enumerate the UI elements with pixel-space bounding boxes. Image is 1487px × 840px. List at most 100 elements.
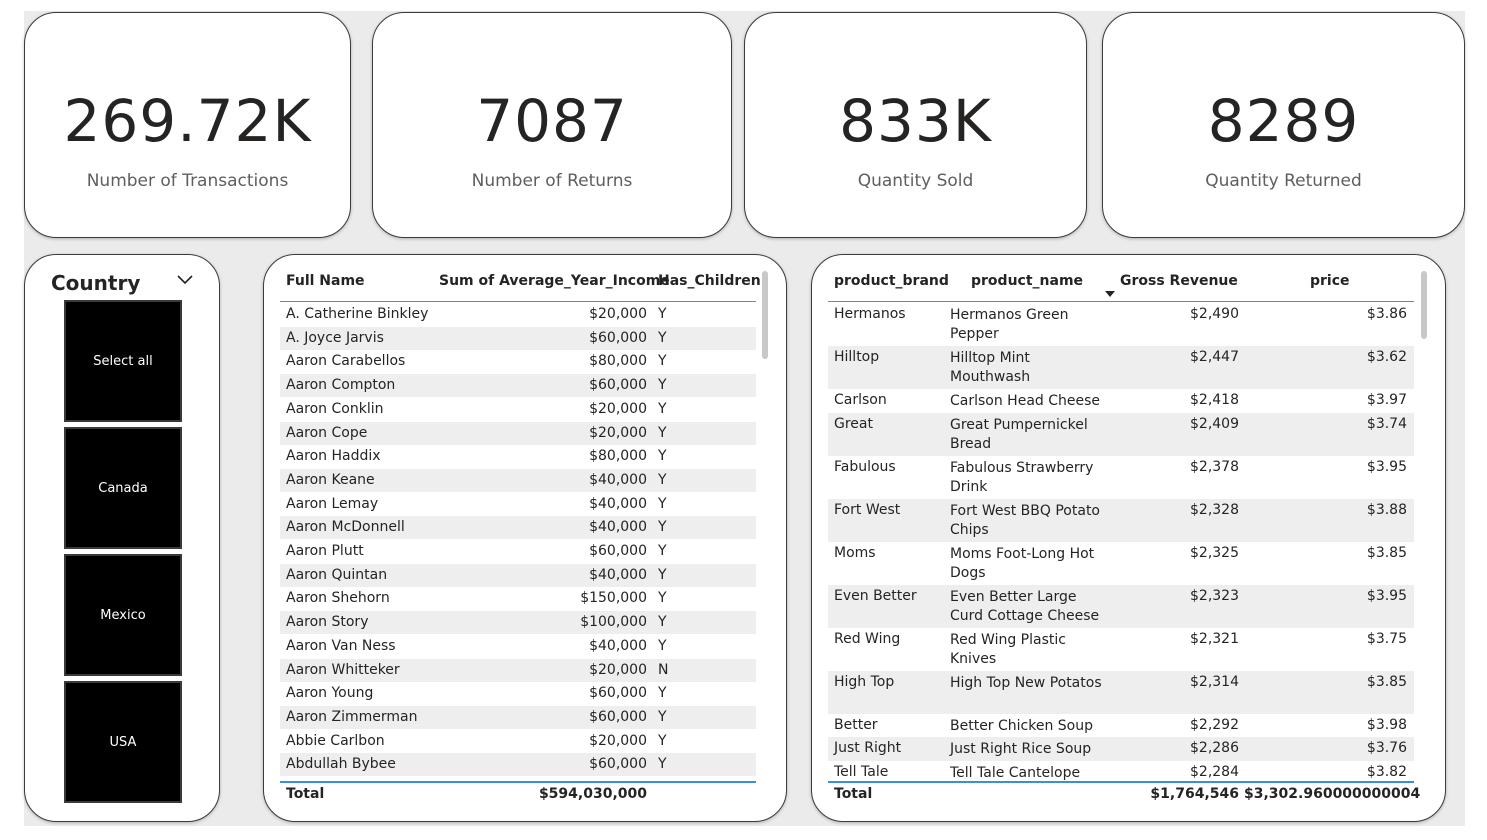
- cell-gross-revenue: $2,325: [1190, 544, 1239, 561]
- table-row[interactable]: Aaron McDonnell $40,000 Y: [280, 516, 756, 540]
- table-row[interactable]: Aaron Conklin $20,000 Y: [280, 398, 756, 421]
- cell-has-children: Y: [658, 471, 667, 488]
- table-row[interactable]: Fabulous Fabulous Strawberry Drink $2,378 $…: [828, 456, 1414, 499]
- cell-has-children: Y: [658, 519, 667, 536]
- cell-price: $3.76: [1366, 740, 1407, 756]
- cell-product-name: Carlson Head Cheese: [950, 393, 1101, 409]
- table-row[interactable]: Abbie Carlbon $20,000 Y: [280, 730, 756, 753]
- slicer-option-select-all[interactable]: Select all: [64, 300, 182, 422]
- cell-income: $60,000: [589, 377, 647, 394]
- cell-product-name: Fort West BBQ Potato Chips: [950, 502, 1100, 538]
- cell-full-name: Aaron Shehorn: [286, 590, 390, 607]
- cell-full-name: Aaron Carabellos: [286, 353, 406, 370]
- table-row[interactable]: High Top High Top New Potatos $2,314 $3.85: [828, 670, 1414, 714]
- kpi-card-quantity-sold[interactable]: 833K Quantity Sold: [744, 12, 1087, 238]
- cell-gross-revenue: $2,409: [1190, 415, 1239, 432]
- cell-product-brand: Hilltop: [834, 349, 880, 365]
- header-rule: [280, 301, 756, 302]
- cell-gross-revenue: $2,314: [1190, 673, 1239, 690]
- table-row[interactable]: Aaron Compton $60,000 Y: [280, 374, 756, 398]
- customers-table[interactable]: Full Name Sum of Average_Year_Income Has…: [263, 254, 787, 822]
- cell-income: $20,000: [589, 661, 647, 678]
- table-row[interactable]: Aaron Keane $40,000 Y: [280, 468, 756, 492]
- slicer-option-mexico[interactable]: Mexico: [64, 554, 182, 676]
- table-row[interactable]: Tell Tale Tell Tale Cantelope $2,284 $3.82: [828, 761, 1414, 785]
- column-header-price[interactable]: price: [1310, 273, 1350, 289]
- table-row[interactable]: Hermanos Hermanos Green Pepper $2,490 $3.86: [828, 303, 1414, 346]
- table-row[interactable]: Aaron Shehorn $150,000 Y: [280, 587, 756, 610]
- total-revenue: $1,764,546: [1150, 786, 1239, 802]
- chevron-down-icon[interactable]: [175, 273, 195, 287]
- cell-income: $150,000: [580, 590, 647, 607]
- kpi-card-quantity-returned[interactable]: 8289 Quantity Returned: [1102, 12, 1465, 238]
- total-rule: [280, 781, 756, 783]
- cell-product-name: Hermanos Green Pepper: [950, 307, 1069, 342]
- total-income: $594,030,000: [538, 786, 647, 802]
- sort-descending-icon[interactable]: [1105, 291, 1115, 297]
- table-row[interactable]: Aaron Zimmerman $60,000 Y: [280, 705, 756, 729]
- column-header-has-children[interactable]: Has_Children: [658, 273, 761, 289]
- cell-full-name: Aaron Haddix: [286, 448, 381, 465]
- cell-full-name: Aaron Van Ness: [286, 637, 396, 654]
- table-row[interactable]: Hilltop Hilltop Mint Mouthwash $2,447 $3.62: [828, 346, 1414, 389]
- cell-has-children: Y: [658, 637, 667, 654]
- cell-product-brand: Better: [834, 716, 878, 733]
- table-row[interactable]: Abdullah Bybee $60,000 Y: [280, 753, 756, 777]
- table-row[interactable]: Aaron Young $60,000 Y: [280, 682, 756, 705]
- cell-price: $3.75: [1366, 630, 1407, 647]
- table-row[interactable]: Red Wing Red Wing Plastic Knives $2,321 $3.…: [828, 628, 1414, 671]
- table-row[interactable]: Aaron Story $100,000 Y: [280, 611, 756, 635]
- kpi-value: 8289: [1207, 87, 1360, 155]
- kpi-label: Quantity Returned: [1205, 171, 1362, 191]
- table-row[interactable]: Better Better Chicken Soup $2,292 $3.98: [828, 714, 1414, 738]
- table-row[interactable]: A. Catherine Binkley $20,000 Y: [280, 303, 756, 326]
- total-price: $3,302.960000000004: [1244, 786, 1421, 802]
- table-row[interactable]: Fort West Fort West BBQ Potato Chips $2,32…: [828, 498, 1414, 542]
- cell-full-name: Aaron Young: [286, 685, 374, 702]
- total-label: Total: [834, 786, 873, 802]
- kpi-card-transactions[interactable]: 269.72K Number of Transactions: [24, 12, 351, 238]
- cell-income: $20,000: [589, 424, 647, 441]
- cell-has-children: Y: [658, 685, 667, 702]
- kpi-value: 7087: [476, 87, 628, 155]
- cell-product-brand: Hermanos: [834, 306, 906, 322]
- cell-income: $60,000: [589, 756, 647, 773]
- country-slicer[interactable]: Country Select all Canada Mexico USA: [24, 254, 220, 822]
- vertical-scrollbar[interactable]: [1421, 271, 1427, 339]
- cell-product-name: High Top New Potatos: [950, 674, 1102, 691]
- table-row[interactable]: Just Right Just Right Rice Soup $2,286 $3.7…: [828, 737, 1414, 761]
- cell-gross-revenue: $2,378: [1190, 458, 1239, 475]
- table-row[interactable]: Aaron Lemay $40,000 Y: [280, 493, 756, 516]
- cell-product-brand: Just Right: [834, 740, 902, 756]
- kpi-card-returns[interactable]: 7087 Number of Returns: [372, 12, 732, 238]
- table-row[interactable]: Aaron Quintan $40,000 Y: [280, 563, 756, 587]
- column-header-gross-revenue[interactable]: Gross Revenue: [1120, 273, 1238, 289]
- cell-price: $3.95: [1366, 587, 1407, 604]
- products-table[interactable]: product_brand product_name Gross Revenue…: [811, 254, 1446, 822]
- cell-income: $20,000: [589, 400, 647, 417]
- table-row[interactable]: Carlson Carlson Head Cheese $2,418 $3.97: [828, 389, 1414, 413]
- table-row[interactable]: Moms Moms Foot-Long Hot Dogs $2,325 $3.85: [828, 542, 1414, 585]
- table-row[interactable]: Aaron Haddix $80,000 Y: [280, 445, 756, 468]
- cell-product-brand: Moms: [834, 544, 876, 561]
- column-header-product-brand[interactable]: product_brand: [834, 273, 949, 289]
- cell-product-name: Fabulous Strawberry Drink: [950, 459, 1094, 495]
- slicer-option-usa[interactable]: USA: [64, 681, 182, 803]
- table-row[interactable]: Aaron Van Ness $40,000 Y: [280, 635, 756, 658]
- cell-income: $60,000: [589, 685, 647, 702]
- cell-product-name: Just Right Rice Soup: [950, 741, 1092, 757]
- table-row[interactable]: Aaron Whitteker $20,000 N: [280, 658, 756, 682]
- cell-has-children: Y: [658, 708, 667, 725]
- table-row[interactable]: A. Joyce Jarvis $60,000 Y: [280, 326, 756, 350]
- table-row[interactable]: Even Better Even Better Large Curd Cottag…: [828, 584, 1414, 628]
- column-header-income[interactable]: Sum of Average_Year_Income: [439, 273, 670, 289]
- cell-has-children: Y: [658, 590, 667, 607]
- table-row[interactable]: Aaron Cope $20,000 Y: [280, 421, 756, 445]
- column-header-full-name[interactable]: Full Name: [286, 273, 365, 289]
- table-row[interactable]: Aaron Plutt $60,000 Y: [280, 540, 756, 563]
- vertical-scrollbar[interactable]: [762, 271, 768, 359]
- slicer-option-canada[interactable]: Canada: [64, 427, 182, 549]
- column-header-product-name[interactable]: product_name: [971, 273, 1084, 289]
- table-row[interactable]: Aaron Carabellos $80,000 Y: [280, 350, 756, 373]
- table-row[interactable]: Great Great Pumpernickel Bread $2,409 $3.74: [828, 412, 1414, 456]
